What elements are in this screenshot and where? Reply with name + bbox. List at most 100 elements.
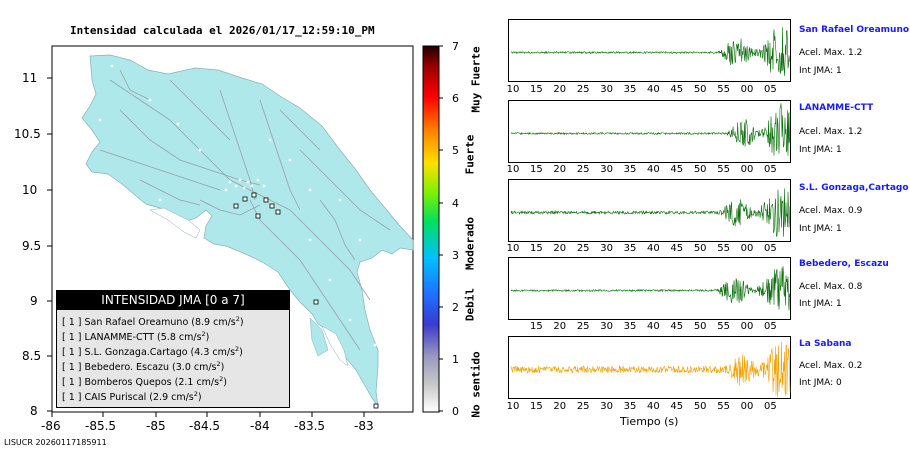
time-tick-label: 10 <box>506 164 520 175</box>
time-tick-label: 05 <box>764 84 777 95</box>
time-tick-label: 25 <box>576 401 590 412</box>
station-name: LANAMME-CTT <box>799 103 874 113</box>
time-tick-label: 25 <box>576 243 590 254</box>
lat-tick-label: 10 <box>22 183 38 197</box>
legend-level: [ 1 ] <box>62 347 82 359</box>
time-tick-label: 05 <box>764 401 777 412</box>
trace-panel <box>508 336 791 399</box>
roads-layer <box>99 69 391 351</box>
lat-tick-label: 11 <box>22 71 38 85</box>
lat-tick-label: 9 <box>30 294 38 308</box>
time-tick-label: 55 <box>717 164 730 175</box>
colorbar-tick-label: 0 <box>452 405 459 418</box>
time-axis-label: Tiempo (s) <box>620 415 679 428</box>
time-tick-label: 00 <box>740 321 754 332</box>
legend-row: [ 1 ] San Rafael Oreamuno (8.9 cm/s2) <box>62 315 244 328</box>
scale-word-fuerte: Fuerte <box>463 134 477 175</box>
station-accel: Acel. Max. 1.2 <box>799 48 863 58</box>
time-tick-label: 45 <box>670 321 684 332</box>
time-tick-label: 15 <box>530 84 543 95</box>
time-tick-label: 30 <box>600 321 613 332</box>
time-tick-label: 30 <box>600 164 613 175</box>
trace-panel <box>508 19 791 82</box>
city-dots <box>98 64 377 347</box>
intensity-legend: INTENSIDAD JMA [0 a 7] [ 1 ] San Rafael … <box>56 290 290 408</box>
legend-level: [ 1 ] <box>62 332 82 344</box>
trace-panel <box>508 257 791 320</box>
time-tick-label: 35 <box>623 243 637 254</box>
lat-tick-label: 8.5 <box>22 349 42 363</box>
station-name: San Rafael Oreamuno <box>799 25 910 35</box>
time-ticks: 10 15 20 25 30 35 40 45 50 55 00 05 <box>507 401 791 413</box>
station-name: S.L. Gonzaga,Cartago <box>799 183 909 193</box>
legend-close: ) <box>239 317 244 329</box>
legend-close: ) <box>239 347 243 359</box>
scale-word-no-sentido: No sentido <box>469 351 483 418</box>
legend-sup: 2 <box>235 345 240 353</box>
station-intensity: Int JMA: 1 <box>799 224 842 234</box>
seismogram-trace <box>510 266 791 311</box>
legend-level: [ 1 ] <box>62 392 82 404</box>
time-tick-label: 15 <box>530 164 543 175</box>
time-tick-label: 15 <box>530 401 543 412</box>
legend-row: [ 1 ] LANAMME-CTT (5.8 cm/s2) <box>62 330 209 343</box>
waveform-line <box>510 341 791 398</box>
station-accel: Acel. Max. 0.8 <box>799 282 863 292</box>
time-tick-label: 35 <box>623 84 637 95</box>
time-ticks: 10 15 20 25 30 35 40 45 50 55 00 05 <box>506 243 791 255</box>
legend-level: [ 1 ] <box>62 362 82 374</box>
time-tick-label: 05 <box>764 321 777 332</box>
time-tick-label: 00 <box>740 243 754 254</box>
colorbar-tick-label: 1 <box>452 353 459 366</box>
waveform-line <box>510 188 791 237</box>
station-name: La Sabana <box>799 339 852 349</box>
colorbar-tick-label: 2 <box>452 301 459 314</box>
time-tick-label: 25 <box>576 164 590 175</box>
legend-station: Bebedero. Escazu (3.0 cm/s <box>84 362 217 374</box>
legend-row: [ 1 ] S.L. Gonzaga.Cartago (4.3 cm/s2) <box>62 345 243 358</box>
footer-id: LISUCR 20260117185911 <box>4 438 107 447</box>
lon-tick-label: -84.5 <box>189 419 221 433</box>
legend-station: S.L. Gonzaga.Cartago (4.3 cm/s <box>84 347 236 359</box>
legend-level: [ 1 ] <box>62 377 82 389</box>
lat-tick-label: 9.5 <box>22 239 42 253</box>
time-tick-label: 55 <box>717 84 730 95</box>
time-tick-label: 35 <box>623 164 637 175</box>
legend-station: Bomberos Quepos (2.1 cm/s <box>84 377 220 389</box>
time-tick-label: 45 <box>670 243 684 254</box>
time-tick-label: 50 <box>693 243 707 254</box>
peninsula-shape <box>309 317 329 357</box>
time-tick-label: 40 <box>647 84 660 95</box>
time-tick-label: 10 <box>506 84 520 95</box>
time-tick-label: 10 <box>506 243 520 254</box>
colorbar-tick-label: 3 <box>452 249 459 262</box>
station-markers <box>233 192 379 409</box>
lat-tick-label: 10.5 <box>14 127 41 141</box>
lon-tick-label: -85 <box>146 419 166 433</box>
time-tick-label: 20 <box>553 84 567 95</box>
time-ticks: 10 15 20 25 30 35 40 45 50 55 00 05 <box>506 84 791 96</box>
time-tick-label: 50 <box>693 164 707 175</box>
legend-row: [ 1 ] Bebedero. Escazu (3.0 cm/s2) <box>62 360 224 373</box>
station-intensity: Int JMA: 1 <box>799 299 842 309</box>
time-tick-label: 55 <box>717 243 730 254</box>
time-ticks: 15 20 25 30 35 40 45 50 55 00 05 <box>508 321 791 333</box>
legend-sup: 2 <box>216 360 221 368</box>
legend-level: [ 1 ] <box>62 317 82 329</box>
map-title: Intensidad calculada el 2026/01/17_12:59… <box>70 24 375 37</box>
time-tick-label: 35 <box>623 321 637 332</box>
time-tick-label: 05 <box>764 164 777 175</box>
time-tick-label: 55 <box>717 321 730 332</box>
colorbar-ticks <box>439 45 443 412</box>
time-tick-label: 50 <box>693 401 707 412</box>
lon-tick-label: -83 <box>354 419 374 433</box>
time-tick-label: 20 <box>553 243 567 254</box>
time-tick-label: 15 <box>530 321 543 332</box>
time-tick-label: 05 <box>764 243 777 254</box>
legend-sup: 2 <box>219 375 224 383</box>
legend-title: INTENSIDAD JMA [0 a 7] <box>57 291 289 310</box>
scale-word-debil: Debil <box>463 287 477 322</box>
time-tick-label: 50 <box>693 84 707 95</box>
time-tick-label: 45 <box>670 84 684 95</box>
time-tick-label: 15 <box>530 243 543 254</box>
